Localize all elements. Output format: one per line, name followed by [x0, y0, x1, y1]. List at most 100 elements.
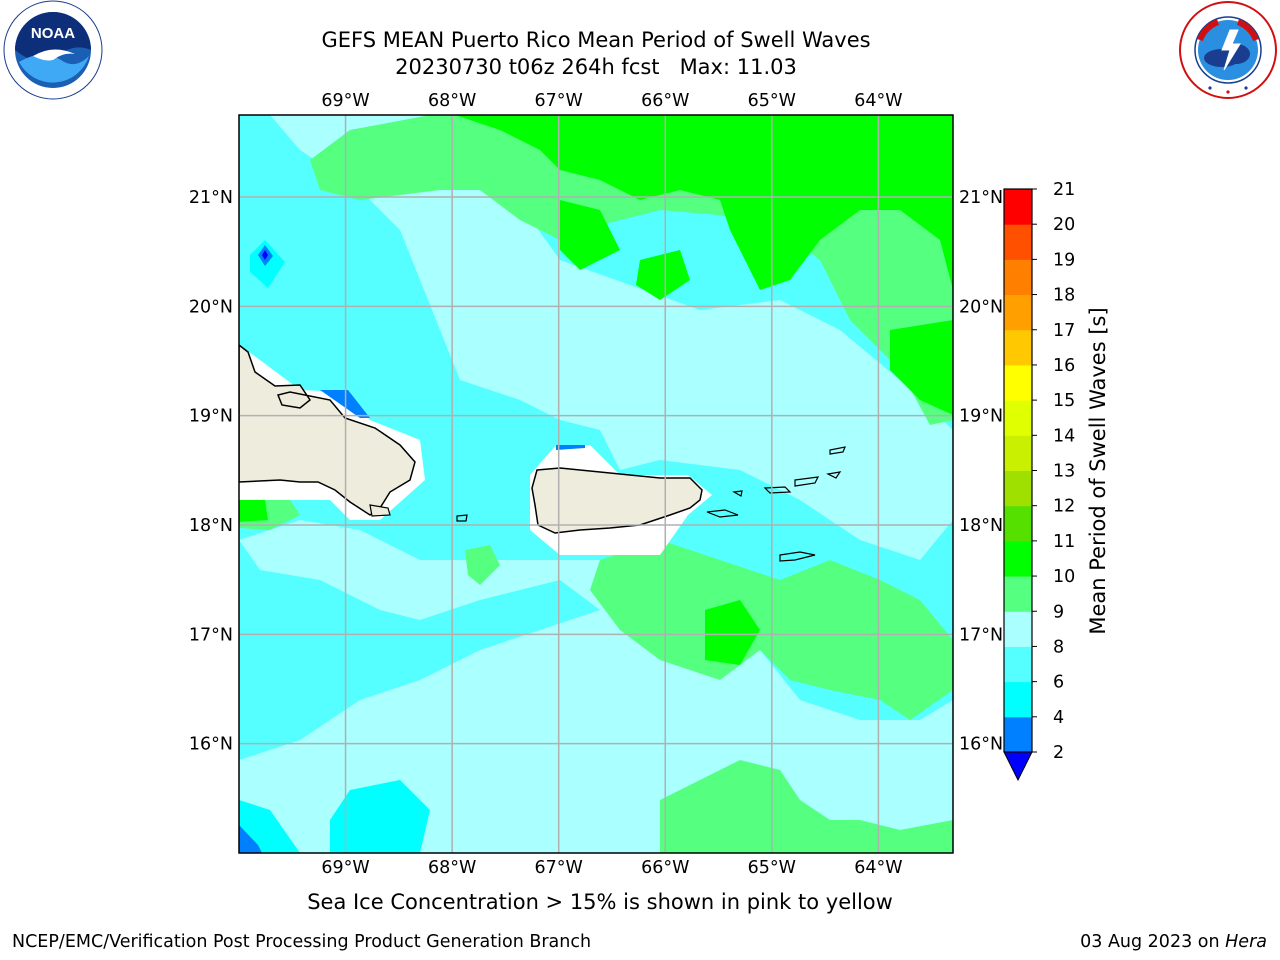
- lon-label-top: 65°W: [748, 91, 796, 111]
- footer-host: Hera: [1225, 932, 1267, 952]
- lon-label-bottom: 65°W: [748, 858, 796, 878]
- lat-label-right: 21°N: [959, 188, 1003, 208]
- colorbar-band: [1004, 189, 1032, 225]
- colorbar-tick-label: 10: [1053, 567, 1075, 587]
- lat-label-left: 19°N: [189, 407, 233, 427]
- vieques-island: [706, 509, 739, 518]
- lon-label-bottom: 68°W: [428, 858, 476, 878]
- lon-label-top: 67°W: [535, 91, 583, 111]
- colorbar-band: [1004, 435, 1032, 471]
- colorbar-band: [1004, 505, 1032, 542]
- colorbar-tick-label: 17: [1053, 321, 1075, 341]
- colorbar-tick-label: 4: [1053, 708, 1064, 728]
- field-band-4-6-spot: [250, 240, 285, 288]
- noaa-logo-icon: NOAA: [3, 0, 103, 100]
- field-band-10-11-north: [455, 115, 953, 290]
- colorbar-under-triangle: [1003, 751, 1033, 782]
- footer-date: 03 Aug 2023 on Hera: [1080, 932, 1267, 952]
- colorbar-tick-label: 12: [1053, 497, 1075, 517]
- lon-label-top: 64°W: [854, 91, 902, 111]
- anegada-island: [829, 446, 846, 455]
- colorbar-band: [1004, 611, 1032, 647]
- longitude-labels-top: 69°W 68°W 67°W 66°W 65°W 64°W: [321, 91, 902, 111]
- field-band-10-11-patch2: [636, 250, 690, 300]
- lat-label-right: 17°N: [959, 625, 1003, 645]
- chart-title-line1: GEFS MEAN Puerto Rico Mean Period of Swe…: [321, 28, 871, 52]
- hispaniola-land: [239, 344, 416, 516]
- latitude-labels-right: 21°N 20°N 19°N 18°N 17°N 16°N: [959, 188, 1003, 755]
- lat-label-right: 19°N: [959, 407, 1003, 427]
- colorbar-band: [1004, 716, 1032, 753]
- colorbar-band: [1004, 224, 1032, 260]
- field-band-10-11-patch1: [560, 200, 620, 270]
- lon-label-bottom: 69°W: [321, 858, 369, 878]
- colorbar-tick-label: 16: [1053, 356, 1075, 376]
- colorbar: 2 4 6 8 9 10 11 12 13 14 15 16 17 18 19 20 21: [1003, 180, 1075, 782]
- tortola-island: [794, 476, 820, 487]
- colorbar-tick-label: 19: [1053, 250, 1075, 270]
- colorbar-tick-label: 6: [1053, 673, 1064, 693]
- map-gridlines: [239, 115, 953, 853]
- footer-date-text: 03 Aug 2023 on: [1080, 932, 1226, 952]
- lon-label-bottom: 64°W: [854, 858, 902, 878]
- lon-label-top: 69°W: [321, 91, 369, 111]
- colorbar-band: [1004, 364, 1032, 401]
- lat-label-left: 18°N: [189, 516, 233, 536]
- lat-label-right: 18°N: [959, 516, 1003, 536]
- lon-label-bottom: 66°W: [641, 858, 689, 878]
- st-thomas-island: [763, 486, 792, 494]
- field-band-2-4-corner: [239, 825, 262, 853]
- sea-ice-caption: Sea Ice Concentration > 15% is shown in …: [307, 890, 893, 914]
- culebra-island: [732, 490, 743, 497]
- colorbar-band: [1004, 400, 1032, 436]
- shoreline-blue-pr: [556, 445, 585, 450]
- colorbar-band: [1004, 259, 1032, 296]
- svg-text:NOAA: NOAA: [31, 25, 75, 42]
- colorbar-tick-label: 8: [1053, 637, 1064, 657]
- st-croix-island: [779, 551, 816, 562]
- puerto-rico-land: [531, 467, 703, 534]
- field-band-4-6-southwest: [330, 780, 430, 853]
- colorbar-tick-label: 18: [1053, 286, 1075, 306]
- lon-label-top: 68°W: [428, 91, 476, 111]
- colorbar-tick-label: 20: [1053, 215, 1075, 235]
- lat-label-right: 20°N: [959, 297, 1003, 317]
- colorbar-tick-label: 15: [1053, 391, 1075, 411]
- colorbar-band: [1004, 470, 1032, 507]
- field-band-9-10-patch: [465, 545, 500, 585]
- lat-label-left: 16°N: [189, 735, 233, 755]
- map-frame: [238, 114, 954, 854]
- lat-label-left: 21°N: [189, 188, 233, 208]
- field-band-10-11-east: [890, 320, 953, 415]
- field-band-8-9-north: [270, 115, 953, 560]
- virgin-gorda-island: [826, 471, 842, 479]
- colorbar-band: [1004, 329, 1032, 366]
- field-band-10-11-south-patch: [705, 600, 760, 665]
- longitude-labels-bottom: 69°W 68°W 67°W 66°W 65°W 64°W: [321, 858, 902, 878]
- lat-label-left: 20°N: [189, 297, 233, 317]
- nws-logo-icon: [1179, 1, 1277, 99]
- colorbar-label: Mean Period of Swell Waves [s]: [1086, 307, 1110, 635]
- colorbar-tick-label: 13: [1053, 462, 1075, 482]
- colorbar-band: [1004, 681, 1032, 718]
- field-band-4-6-corner: [239, 800, 300, 853]
- colorbar-band: [1004, 646, 1032, 683]
- colorbar-tick-label: 21: [1053, 180, 1075, 200]
- colorbar-tick-label: 9: [1053, 602, 1064, 622]
- footer-credit: NCEP/EMC/Verification Post Processing Pr…: [12, 932, 592, 952]
- lat-label-right: 16°N: [959, 735, 1003, 755]
- lat-label-left: 17°N: [189, 625, 233, 645]
- lon-label-bottom: 67°W: [535, 858, 583, 878]
- colorbar-band: [1004, 540, 1032, 577]
- colorbar-tick-label: 2: [1053, 743, 1064, 763]
- colorbar-tick-label: 11: [1053, 532, 1075, 552]
- colorbar-band: [1004, 576, 1032, 612]
- colorbar-tick-label: 14: [1053, 426, 1075, 446]
- colorbar-band: [1004, 294, 1032, 331]
- mona-island: [456, 514, 468, 522]
- field-band-10-11-west: [239, 500, 268, 522]
- swell-period-field: [239, 115, 953, 853]
- chart-title-line2: 20230730 t06z 264h fcst Max: 11.03: [395, 55, 797, 79]
- lon-label-top: 66°W: [641, 91, 689, 111]
